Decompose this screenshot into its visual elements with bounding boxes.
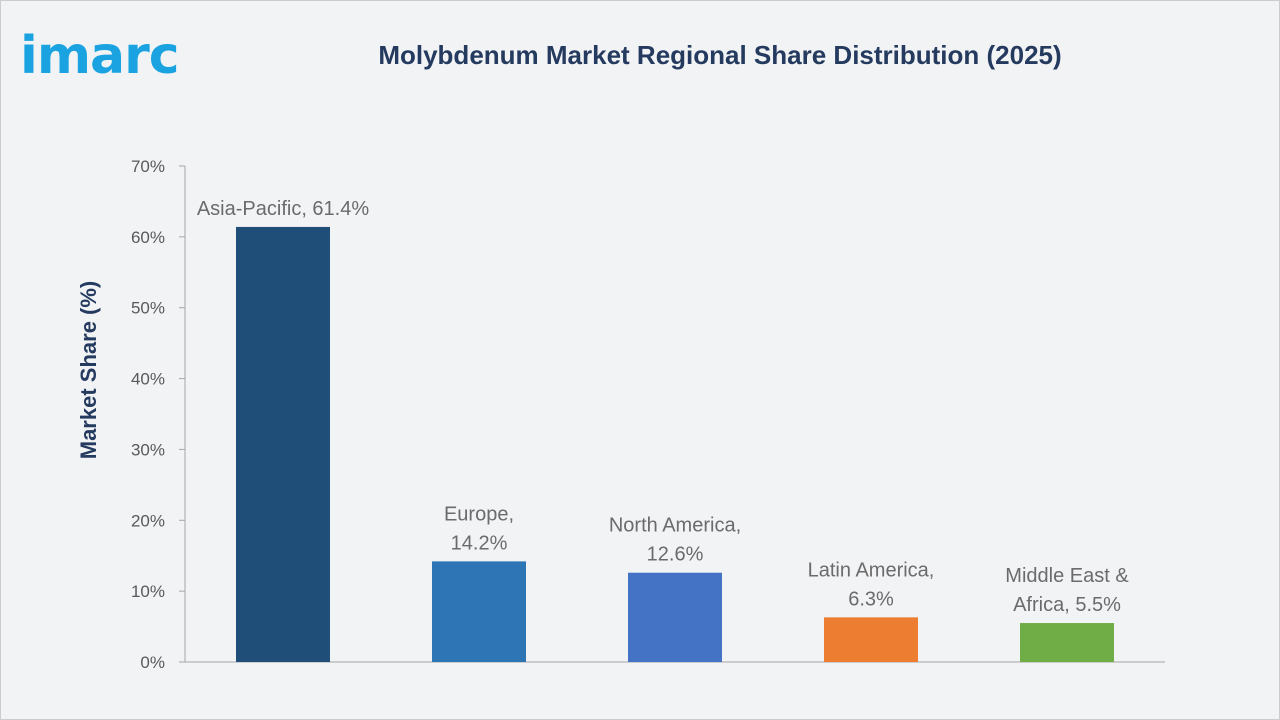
y-tick-label: 30%: [131, 440, 165, 459]
bar-latin-america: [824, 617, 918, 662]
y-tick-label: 60%: [131, 228, 165, 247]
bar-asia-pacific: [236, 226, 330, 663]
y-tick-label: 10%: [131, 582, 165, 601]
data-label: Asia-Pacific, 61.4%: [197, 198, 370, 220]
chart-axes: 0% 10% 20% 30% 40% 50% 60% 70%: [131, 157, 1165, 672]
y-axis-title: Market Share (%): [76, 281, 101, 460]
y-tick-label: 0%: [140, 653, 165, 672]
bar-europe: [432, 561, 526, 662]
data-label: North America,: [609, 515, 741, 537]
data-label: Middle East &: [1005, 565, 1129, 587]
chart-bars: [236, 226, 1114, 663]
data-label: 14.2%: [451, 532, 508, 554]
bar-middle-east-africa: [1020, 623, 1114, 662]
data-label: Europe,: [444, 503, 514, 525]
y-tick-label: 70%: [131, 157, 165, 176]
imarc-logo: imarc: [20, 26, 180, 86]
y-tick-label: 40%: [131, 370, 165, 389]
chart-data-labels: Asia-Pacific, 61.4% Europe, 14.2% North Ame…: [197, 198, 1130, 616]
bar-north-america: [628, 572, 722, 662]
data-label: 12.6%: [647, 544, 704, 566]
data-label: Africa, 5.5%: [1013, 594, 1121, 616]
data-label: Latin America,: [808, 559, 935, 581]
data-label: 6.3%: [848, 588, 894, 610]
y-tick-label: 50%: [131, 299, 165, 318]
y-tick-label: 20%: [131, 511, 165, 530]
chart-title: Molybdenum Market Regional Share Distrib…: [378, 40, 1062, 70]
